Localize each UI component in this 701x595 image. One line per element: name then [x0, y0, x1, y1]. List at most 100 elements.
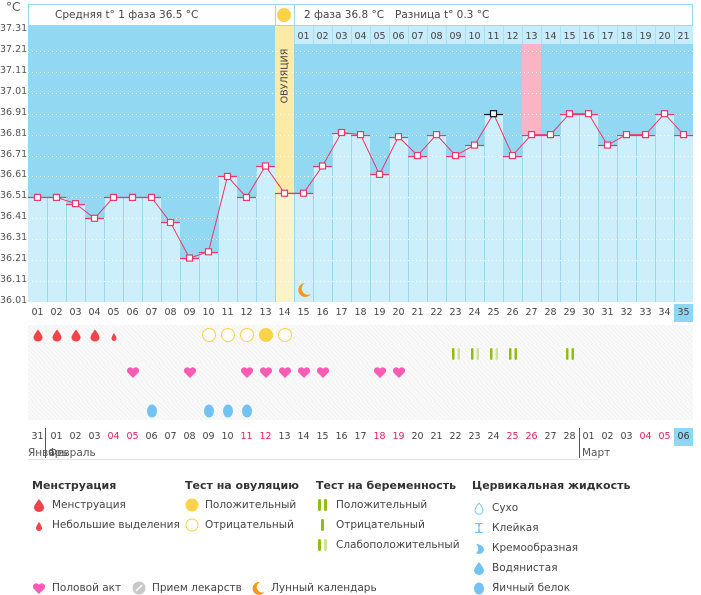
calendar-date[interactable]: 07	[164, 431, 177, 442]
egg-icon[interactable]	[237, 401, 256, 420]
x-tick-label[interactable]: 22	[430, 307, 443, 318]
x-tick-label[interactable]: 06	[126, 307, 139, 318]
calendar-date[interactable]: 01	[582, 431, 595, 442]
x-tick-label[interactable]: 04	[88, 307, 101, 318]
calendar-date[interactable]: 19	[392, 431, 405, 442]
calendar-date[interactable]: 20	[411, 431, 424, 442]
egg-icon[interactable]	[199, 401, 218, 420]
x-tick-label[interactable]: 10	[202, 307, 215, 318]
x-tick-label[interactable]: 15	[297, 307, 310, 318]
x-tick-label[interactable]: 08	[164, 307, 177, 318]
heart-icon[interactable]	[370, 363, 389, 382]
heart-icon[interactable]	[180, 363, 199, 382]
x-tick-label[interactable]: 28	[544, 307, 557, 318]
pregnancy-weak-icon[interactable]	[484, 344, 503, 363]
heart-icon[interactable]	[313, 363, 332, 382]
calendar-date[interactable]: 03	[88, 431, 101, 442]
calendar-date[interactable]: 02	[69, 431, 82, 442]
pregnancy-weak-icon[interactable]	[465, 344, 484, 363]
calendar-date[interactable]: 25	[506, 431, 519, 442]
x-tick-label[interactable]: 02	[50, 307, 63, 318]
ovulation-negative-icon[interactable]	[275, 325, 294, 344]
calendar-date[interactable]: 28	[563, 431, 576, 442]
calendar-date[interactable]: 06	[674, 428, 693, 446]
x-tick-label[interactable]: 26	[506, 307, 519, 318]
calendar-date[interactable]: 01	[50, 431, 63, 442]
x-tick-label[interactable]: 16	[316, 307, 329, 318]
x-tick-label[interactable]: 21	[411, 307, 424, 318]
x-tick-label[interactable]: 25	[487, 307, 500, 318]
ovulation-negative-icon[interactable]	[199, 325, 218, 344]
calendar-date[interactable]: 06	[145, 431, 158, 442]
heart-icon[interactable]	[237, 363, 256, 382]
egg-icon[interactable]	[218, 401, 237, 420]
x-tick-label[interactable]: 12	[240, 307, 253, 318]
calendar-date[interactable]: 17	[354, 431, 367, 442]
menstruation-drop-icon[interactable]	[28, 325, 47, 344]
x-tick-label[interactable]: 11	[221, 307, 234, 318]
x-tick-label[interactable]: 35	[674, 304, 693, 322]
ovulation-positive-icon[interactable]	[256, 325, 275, 344]
x-tick-label[interactable]: 24	[468, 307, 481, 318]
calendar-date[interactable]: 05	[658, 431, 671, 442]
calendar-date[interactable]: 24	[487, 431, 500, 442]
calendar-date[interactable]: 22	[449, 431, 462, 442]
calendar-date[interactable]: 27	[544, 431, 557, 442]
menstruation-drop-icon[interactable]	[47, 325, 66, 344]
x-tick-label[interactable]: 31	[601, 307, 614, 318]
calendar-date[interactable]: 08	[183, 431, 196, 442]
calendar-date[interactable]: 04	[639, 431, 652, 442]
spotting-drop-icon[interactable]	[104, 325, 123, 344]
x-tick-label[interactable]: 33	[639, 307, 652, 318]
temp-bar	[275, 193, 294, 302]
calendar-date[interactable]: 21	[430, 431, 443, 442]
heart-icon[interactable]	[275, 363, 294, 382]
x-tick-label[interactable]: 13	[259, 307, 272, 318]
x-tick-label[interactable]: 03	[69, 307, 82, 318]
calendar-date[interactable]: 05	[126, 431, 139, 442]
calendar-date[interactable]: 18	[373, 431, 386, 442]
egg-icon[interactable]	[142, 401, 161, 420]
x-tick-label[interactable]: 29	[563, 307, 576, 318]
pregnancy-weak-icon[interactable]	[446, 344, 465, 363]
calendar-date[interactable]: 13	[278, 431, 291, 442]
heart-icon[interactable]	[256, 363, 275, 382]
x-tick-label[interactable]: 01	[31, 307, 44, 318]
calendar-date[interactable]: 26	[525, 431, 538, 442]
calendar-date[interactable]: 12	[259, 431, 272, 442]
x-tick-label[interactable]: 09	[183, 307, 196, 318]
calendar-date[interactable]: 15	[316, 431, 329, 442]
x-tick-label[interactable]: 19	[373, 307, 386, 318]
calendar-date[interactable]: 10	[221, 431, 234, 442]
ovulation-negative-icon[interactable]	[237, 325, 256, 344]
calendar-date[interactable]: 03	[620, 431, 633, 442]
heart-icon[interactable]	[389, 363, 408, 382]
temp-bar	[389, 136, 408, 302]
pregnancy-positive-icon[interactable]	[503, 344, 522, 363]
heart-icon[interactable]	[123, 363, 142, 382]
calendar-date[interactable]: 23	[468, 431, 481, 442]
pregnancy-positive-icon[interactable]	[560, 344, 579, 363]
calendar-date[interactable]: 16	[335, 431, 348, 442]
calendar-date[interactable]: 11	[240, 431, 253, 442]
x-tick-label[interactable]: 20	[392, 307, 405, 318]
menstruation-drop-icon[interactable]	[85, 325, 104, 344]
x-tick-label[interactable]: 34	[658, 307, 671, 318]
heart-icon[interactable]	[294, 363, 313, 382]
x-tick-label[interactable]: 30	[582, 307, 595, 318]
menstruation-drop-icon[interactable]	[66, 325, 85, 344]
x-tick-label[interactable]: 32	[620, 307, 633, 318]
x-tick-label[interactable]: 05	[107, 307, 120, 318]
calendar-date[interactable]: 09	[202, 431, 215, 442]
x-tick-label[interactable]: 18	[354, 307, 367, 318]
x-tick-label[interactable]: 27	[525, 307, 538, 318]
x-tick-label[interactable]: 17	[335, 307, 348, 318]
calendar-date[interactable]: 04	[107, 431, 120, 442]
calendar-date[interactable]: 02	[601, 431, 614, 442]
calendar-date[interactable]: 14	[297, 431, 310, 442]
ovulation-negative-icon[interactable]	[218, 325, 237, 344]
x-tick-label[interactable]: 14	[278, 307, 291, 318]
x-tick-label[interactable]: 07	[145, 307, 158, 318]
x-tick-label[interactable]: 23	[449, 307, 462, 318]
calendar-date[interactable]: 31	[31, 431, 44, 442]
